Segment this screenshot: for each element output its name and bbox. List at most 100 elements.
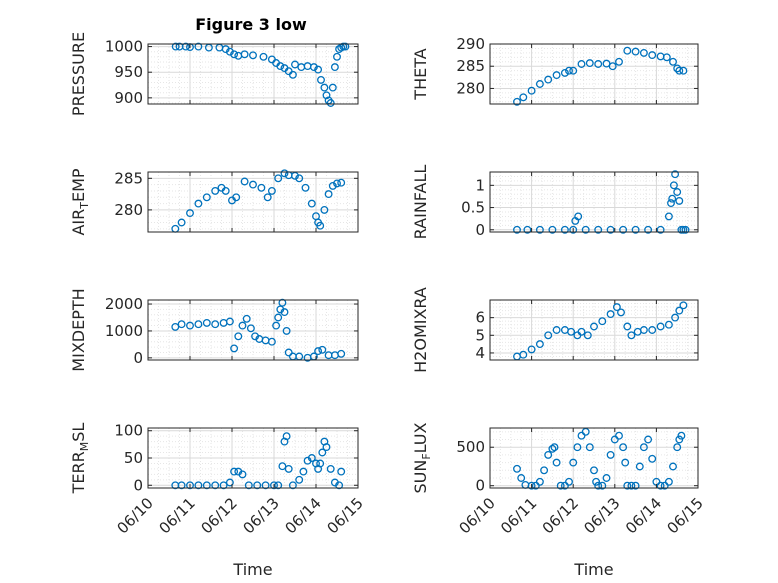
data-point	[617, 308, 625, 317]
data-point	[267, 186, 276, 195]
data-point	[317, 75, 325, 84]
data-point	[548, 444, 557, 453]
data-point	[615, 431, 623, 440]
data-point	[631, 47, 640, 56]
data-point	[519, 350, 528, 359]
subplot-terr-msl: 0 50 100 TERRMSL 06/1006/1106/1206/1306/1406…	[69, 422, 367, 579]
data-point	[211, 320, 220, 329]
data-point	[328, 83, 337, 92]
data-point	[577, 431, 586, 440]
data-point	[544, 331, 553, 340]
data-point	[261, 481, 270, 490]
x-tick-label: 06/15	[324, 494, 367, 537]
y-axis-label: RAINFALL	[411, 165, 430, 240]
data-point	[186, 209, 194, 218]
data-point	[253, 481, 262, 490]
data-point	[314, 347, 323, 356]
data-point	[677, 431, 686, 440]
data-point	[330, 63, 339, 72]
y-tick-label: 290	[456, 35, 485, 53]
x-tick-label: 06/12	[198, 494, 241, 537]
data-point	[675, 435, 684, 444]
data-point	[318, 345, 327, 354]
data-point	[513, 97, 521, 106]
data-point	[535, 225, 544, 234]
data-point	[519, 93, 528, 102]
data-point	[337, 349, 346, 358]
data-point	[623, 46, 632, 55]
y-axis-label: MIXDEPTH	[69, 288, 88, 371]
data-point	[309, 63, 318, 72]
data-point	[221, 186, 230, 195]
data-point	[322, 91, 331, 100]
data-point	[278, 462, 287, 471]
x-tick-label: 06/14	[282, 494, 325, 537]
data-point	[282, 432, 291, 441]
data-point	[673, 443, 682, 452]
y-axis-label: PRESSURE	[69, 32, 88, 116]
data-point	[577, 60, 586, 68]
data-point	[592, 477, 601, 486]
data-point	[631, 225, 640, 234]
data-point	[681, 225, 690, 234]
data-point	[202, 318, 211, 327]
data-point	[280, 169, 289, 178]
data-point	[181, 42, 190, 51]
data-point	[648, 454, 657, 463]
data-point	[552, 458, 561, 467]
data-point	[669, 462, 677, 471]
y-tick-label: 280	[114, 201, 143, 219]
data-point	[664, 477, 673, 486]
data-point	[615, 57, 623, 66]
data-point	[186, 481, 194, 490]
data-point	[544, 450, 553, 459]
data-points	[513, 170, 690, 234]
data-point	[202, 481, 211, 490]
data-point	[671, 170, 680, 179]
data-point	[328, 181, 337, 190]
y-tick-label: 5	[475, 326, 485, 344]
data-point	[320, 205, 329, 214]
y-axis-label: TERRMSL	[69, 423, 91, 495]
data-point	[322, 443, 331, 452]
data-point	[621, 458, 630, 467]
data-point	[673, 188, 682, 196]
data-point	[238, 321, 247, 330]
x-tick-label: 06/11	[497, 494, 540, 537]
data-point	[639, 48, 648, 57]
subplot-theta: 280 285 290 THETA	[411, 35, 699, 106]
data-point	[656, 225, 665, 234]
data-point	[337, 178, 346, 187]
x-tick-label: 06/12	[539, 494, 582, 537]
data-point	[668, 194, 677, 203]
data-point	[619, 225, 628, 234]
data-point	[594, 60, 603, 68]
data-point	[194, 481, 203, 490]
data-point	[619, 443, 628, 452]
data-point	[565, 66, 573, 75]
data-point	[569, 225, 578, 234]
data-point	[671, 313, 680, 322]
data-point	[291, 60, 299, 69]
data-point	[664, 212, 673, 221]
data-points	[171, 169, 346, 233]
data-point	[326, 464, 335, 473]
y-tick-label: 4	[475, 344, 485, 362]
data-point	[552, 326, 561, 334]
x-tick-label: 06/15	[664, 494, 707, 537]
data-point	[274, 174, 283, 183]
data-point	[527, 481, 536, 490]
data-point	[211, 481, 220, 490]
data-point	[585, 443, 594, 452]
data-point	[295, 475, 304, 484]
y-tick-label: 900	[114, 89, 143, 107]
axes-frame	[489, 299, 699, 361]
axes-frame	[489, 43, 699, 105]
data-point	[282, 326, 291, 335]
data-point	[240, 177, 249, 186]
data-point	[234, 332, 243, 341]
grid-lines	[147, 428, 359, 488]
data-point	[548, 225, 557, 234]
data-point	[535, 477, 544, 486]
